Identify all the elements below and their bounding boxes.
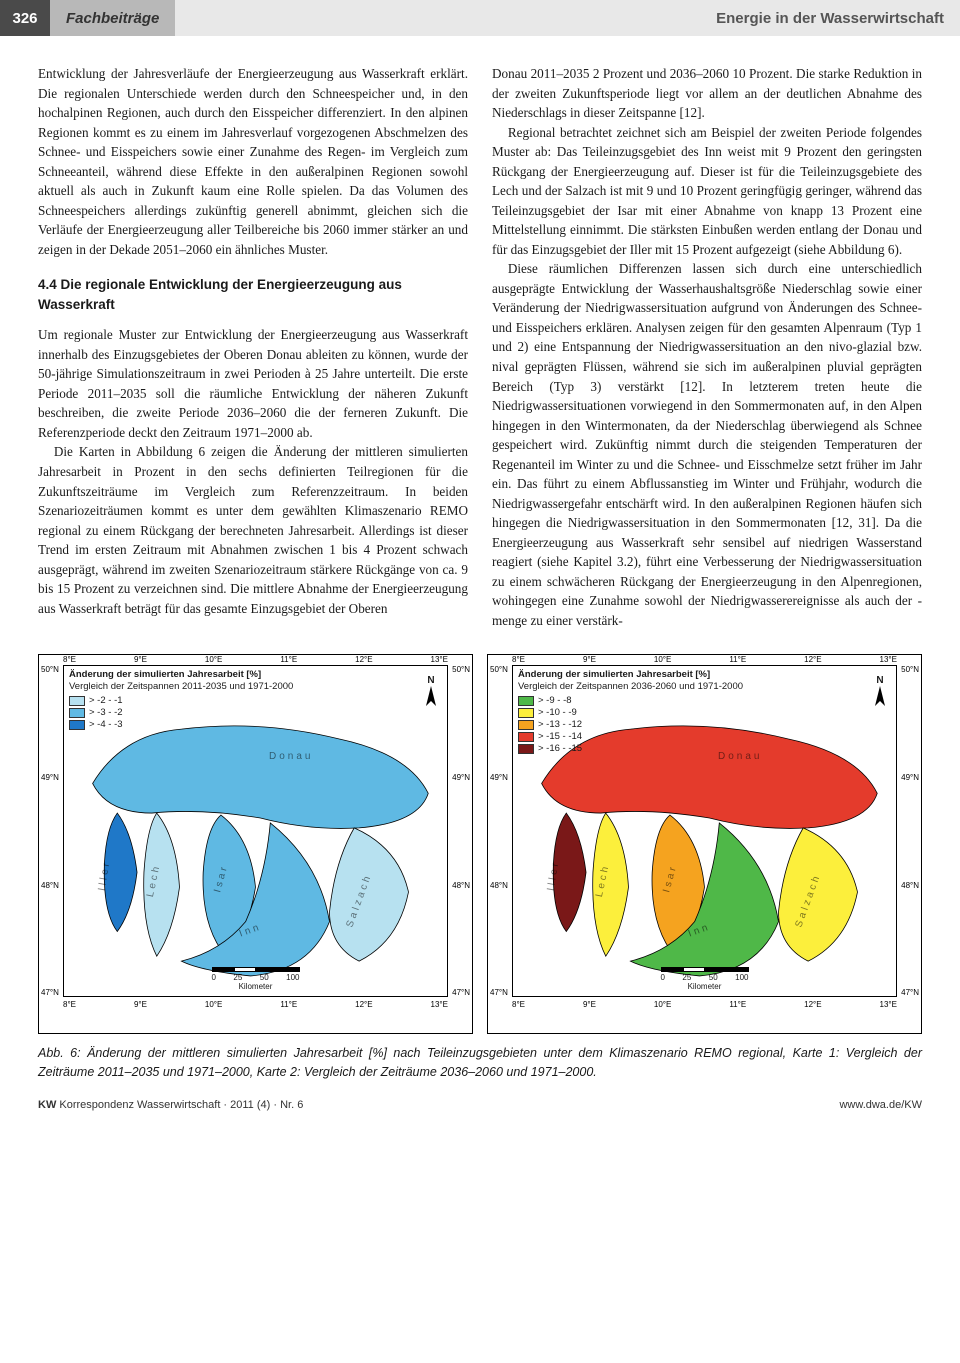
- legend-swatch: [518, 708, 534, 718]
- legend-swatch: [518, 744, 534, 754]
- lon-axis-top: 8°E9°E10°E11°E12°E13°E: [63, 655, 448, 664]
- region-salzach: [779, 828, 858, 961]
- north-arrow-icon: [424, 686, 438, 708]
- paragraph: Diese räumlichen Differenzen lassen sich…: [492, 259, 922, 630]
- scale-bar: 02550100 Kilometer: [212, 967, 300, 991]
- lon-axis-bottom: 8°E9°E10°E11°E12°E13°E: [512, 1000, 897, 1009]
- region-salzach: [330, 828, 409, 961]
- legend-swatch: [518, 732, 534, 742]
- paragraph: Regional betrachtet zeichnet sich am Bei…: [492, 123, 922, 260]
- figure-6: 8°E9°E10°E11°E12°E13°E 8°E9°E10°E11°E12°…: [0, 654, 960, 1080]
- header-spacer: [175, 0, 716, 36]
- map-panel-2: 8°E9°E10°E11°E12°E13°E 8°E9°E10°E11°E12°…: [487, 654, 922, 1034]
- map-legend: Änderung der simulierten Jahresarbeit [%…: [69, 669, 293, 731]
- map-legend: Änderung der simulierten Jahresarbeit [%…: [518, 669, 743, 755]
- paragraph: Die Karten in Abbildung 6 zeigen die Änd…: [38, 442, 468, 618]
- lat-axis-left: 50°N49°N48°N47°N: [41, 665, 59, 997]
- figure-caption: Abb. 6: Änderung der mittleren simuliert…: [38, 1044, 922, 1080]
- paragraph: Um regionale Muster zur Entwicklung der …: [38, 325, 468, 442]
- page-number: 326: [0, 0, 50, 36]
- legend-swatch: [69, 720, 85, 730]
- north-arrow: N: [424, 675, 438, 708]
- north-arrow-icon: [873, 686, 887, 708]
- page-footer: KW Korrespondenz Wasserwirtschaft · 2011…: [0, 1081, 960, 1123]
- map-panel-1: 8°E9°E10°E11°E12°E13°E 8°E9°E10°E11°E12°…: [38, 654, 473, 1034]
- lat-axis-right: 50°N49°N48°N47°N: [901, 665, 919, 997]
- lat-axis-right: 50°N49°N48°N47°N: [452, 665, 470, 997]
- paragraph: Donau 2011–2035 2 Prozent und 2036–2060 …: [492, 64, 922, 123]
- article-body: Entwicklung der Jahresverläufe der Energ…: [0, 64, 960, 630]
- legend-swatch: [69, 708, 85, 718]
- lat-axis-left: 50°N49°N48°N47°N: [490, 665, 508, 997]
- page-header: 326 Fachbeiträge Energie in der Wasserwi…: [0, 0, 960, 36]
- header-topic: Energie in der Wasserwirtschaft: [716, 0, 960, 36]
- region-donau: [93, 726, 429, 829]
- scale-bar: 02550100 Kilometer: [661, 967, 749, 991]
- section-heading: 4.4 Die regionale Entwicklung der Energi…: [38, 275, 468, 315]
- paragraph: Entwicklung der Jahresverläufe der Energ…: [38, 64, 468, 259]
- lon-axis-top: 8°E9°E10°E11°E12°E13°E: [512, 655, 897, 664]
- footer-journal: KW Korrespondenz Wasserwirtschaft · 2011…: [38, 1099, 303, 1111]
- lon-axis-bottom: 8°E9°E10°E11°E12°E13°E: [63, 1000, 448, 1009]
- legend-swatch: [69, 696, 85, 706]
- header-section: Fachbeiträge: [50, 0, 175, 36]
- legend-swatch: [518, 696, 534, 706]
- river-label-donau: Donau: [269, 751, 313, 762]
- legend-swatch: [518, 720, 534, 730]
- north-arrow: N: [873, 675, 887, 708]
- footer-url: www.dwa.de/KW: [839, 1099, 922, 1111]
